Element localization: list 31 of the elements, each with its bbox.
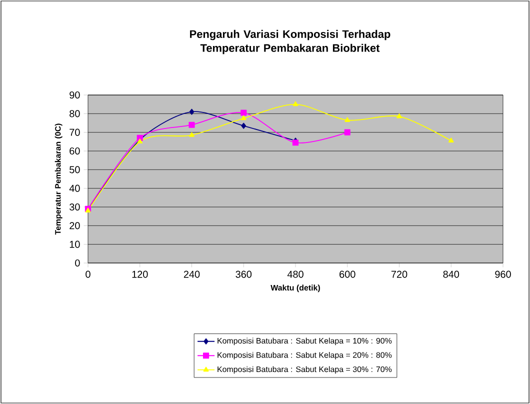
point bbox=[396, 113, 402, 118]
point bbox=[448, 138, 454, 142]
y-tick-label: 90 bbox=[70, 91, 80, 99]
y-tick-label: 20 bbox=[70, 222, 80, 230]
point bbox=[240, 115, 246, 120]
y-tick-label: 0 bbox=[75, 259, 80, 267]
y-tick-label: 80 bbox=[70, 110, 80, 118]
y-tick-label: 30 bbox=[70, 203, 80, 211]
chart-title: Pengaruh Variasi Komposisi Terhadap Temperatur Pembakaran Biobriket bbox=[190, 30, 390, 54]
point bbox=[189, 132, 194, 137]
x-tick-label: 600 bbox=[340, 270, 356, 278]
x-tick-label: 0 bbox=[86, 270, 90, 278]
point bbox=[189, 108, 194, 115]
point bbox=[344, 129, 350, 136]
x-tick-label: 120 bbox=[132, 270, 148, 278]
x-tick-label: 720 bbox=[391, 270, 408, 278]
x-tick-label: 480 bbox=[287, 270, 304, 278]
y-tick-label: 70 bbox=[70, 128, 80, 136]
x-tick-label: 840 bbox=[443, 270, 460, 278]
x-tick-label: 360 bbox=[236, 270, 252, 278]
y-tick-label: 10 bbox=[70, 240, 80, 248]
point bbox=[240, 110, 247, 116]
point bbox=[344, 117, 350, 122]
x-tick-label: 960 bbox=[495, 270, 511, 278]
x-tick-label: 240 bbox=[184, 270, 200, 278]
y-tick-label: 60 bbox=[70, 147, 80, 155]
y-tick-label: 50 bbox=[70, 166, 80, 174]
point bbox=[241, 122, 246, 129]
point bbox=[188, 122, 195, 128]
point bbox=[292, 101, 298, 106]
y-tick-label: 40 bbox=[69, 184, 80, 192]
